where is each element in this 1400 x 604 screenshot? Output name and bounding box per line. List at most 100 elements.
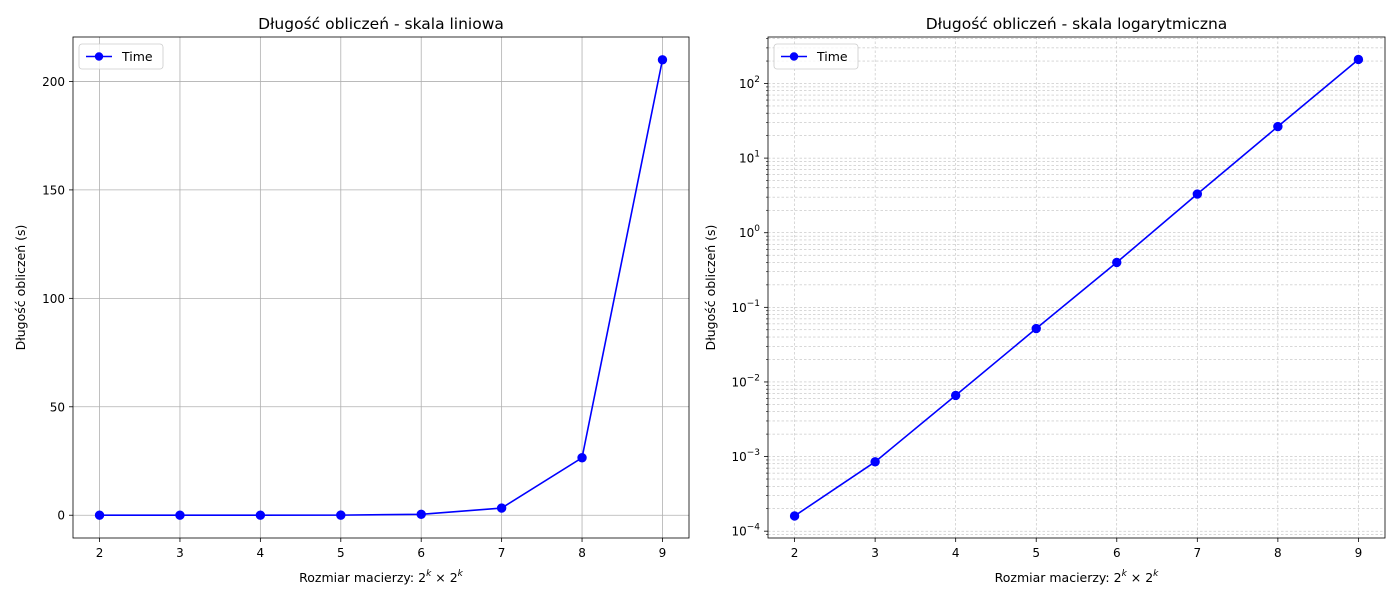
data-point	[175, 510, 185, 520]
data-point	[496, 503, 507, 513]
x-axis-label-exponent: k	[458, 569, 464, 579]
data-point	[1353, 54, 1364, 65]
x-tick-label: 6	[1113, 546, 1121, 560]
grid	[766, 37, 1385, 538]
series-time	[789, 54, 1364, 521]
legend-marker	[94, 52, 104, 61]
y-tick-label: 10−4	[731, 523, 760, 539]
x-tick-label: 4	[952, 546, 960, 560]
y-tick-label-exponent: −4	[747, 523, 761, 533]
y-tick-label-exponent: −2	[747, 373, 760, 383]
data-point	[336, 510, 346, 520]
y-axis-label: Długość obliczeń (s)	[13, 225, 28, 351]
y-tick-label-exponent: 1	[754, 150, 760, 160]
x-axis-label-text: Rozmiar macierzy:	[995, 570, 1114, 585]
series-line	[794, 58, 1359, 517]
x-tick-label: 5	[1032, 546, 1040, 560]
y-tick-label: 0	[57, 509, 65, 523]
y-axis-label: Długość obliczeń (s)	[703, 225, 718, 351]
x-axis-label: Rozmiar macierzy: 2k × 2k	[995, 569, 1160, 585]
y-tick-label-base: 10	[739, 226, 754, 240]
legend-box	[78, 43, 164, 70]
data-point	[789, 511, 800, 521]
x-tick-label: 3	[176, 546, 184, 560]
data-point	[94, 510, 105, 520]
data-point	[577, 453, 587, 463]
series-line	[99, 59, 664, 517]
x-axis-ticks: 2 3 4 5 6 7 8 9	[96, 538, 667, 560]
y-tick-label: 150	[42, 183, 65, 197]
y-tick-label-exponent: −3	[747, 448, 760, 458]
y-tick-label-exponent: 0	[754, 224, 760, 234]
data-point	[255, 510, 266, 520]
x-axis-ticks: 2 3 4 5 6 7 8 9	[791, 538, 1362, 560]
data-point	[416, 509, 426, 520]
y-tick-label-exponent: 2	[754, 75, 760, 85]
y-tick-label-base: 10	[731, 450, 746, 464]
x-tick-label: 9	[1355, 546, 1363, 560]
y-axis-ticks: 0 50 100 150 200	[42, 75, 73, 523]
data-point	[1192, 189, 1203, 199]
legend-label: Time	[121, 49, 153, 64]
y-tick-label: 10−2	[731, 373, 760, 389]
y-tick-label-base: 10	[731, 525, 746, 539]
x-axis-label: Rozmiar macierzy: 2k × 2k	[299, 569, 464, 585]
legend-box	[773, 43, 859, 70]
y-tick-label: 100	[42, 292, 65, 306]
x-tick-label: 2	[96, 546, 104, 560]
legend-label: Time	[816, 49, 848, 64]
x-tick-label: 5	[337, 546, 345, 560]
grid	[73, 37, 689, 538]
chart-linear: 2 3 4 5 6 7 8 9 0 50 100 150 200 Długość obliczeń - s…	[13, 15, 690, 585]
x-axis-label-exponent: k	[1122, 569, 1128, 579]
data-point	[1273, 121, 1283, 132]
x-tick-label: 7	[498, 546, 506, 560]
y-tick-label: 102	[739, 75, 760, 91]
x-axis-label-base: 2	[1114, 570, 1122, 585]
y-tick-label: 10−3	[731, 448, 760, 464]
axes-frame	[72, 36, 690, 539]
x-axis-label-base: 2	[450, 570, 458, 585]
y-tick-label-base: 10	[739, 77, 754, 91]
x-axis-label-exponent: k	[426, 569, 432, 579]
y-tick-label-exponent: −1	[747, 299, 760, 309]
y-tick-label: 10−1	[731, 299, 760, 315]
y-tick-label-base: 10	[739, 152, 754, 166]
chart-title: Długość obliczeń - skala logarytmiczna	[926, 15, 1228, 33]
x-tick-label: 8	[1274, 546, 1282, 560]
x-axis-label-times: ×	[431, 570, 449, 585]
y-tick-label: 50	[50, 400, 65, 414]
axes-frame	[767, 36, 1386, 539]
x-tick-label: 6	[417, 546, 425, 560]
data-point	[1112, 257, 1122, 268]
x-tick-label: 9	[659, 546, 667, 560]
legend-marker	[789, 52, 799, 61]
legend: Time	[78, 43, 164, 70]
y-tick-label: 200	[42, 75, 65, 89]
x-tick-label: 3	[871, 546, 879, 560]
x-axis-label-text: Rozmiar macierzy:	[299, 570, 418, 585]
x-tick-label: 7	[1194, 546, 1202, 560]
y-tick-label-base: 10	[731, 301, 746, 315]
y-tick-label-base: 10	[731, 375, 746, 389]
chart-title: Długość obliczeń - skala liniowa	[258, 15, 504, 33]
y-tick-label: 101	[739, 150, 760, 166]
series-time	[94, 55, 668, 520]
x-tick-label: 4	[257, 546, 265, 560]
x-axis-label-times: ×	[1127, 570, 1145, 585]
data-point	[870, 457, 880, 467]
y-tick-label: 100	[739, 224, 760, 240]
data-point	[950, 390, 961, 401]
x-tick-label: 8	[578, 546, 586, 560]
chart-log: 2 3 4 5 6 7 8 910−410−310−210−1100101102Długość…	[703, 15, 1386, 585]
x-tick-label: 2	[791, 546, 799, 560]
x-axis-label-base: 2	[418, 570, 426, 585]
data-point	[1031, 323, 1041, 334]
x-axis-label-base: 2	[1145, 570, 1153, 585]
legend: Time	[773, 43, 859, 70]
data-point	[657, 55, 668, 65]
x-axis-label-exponent: k	[1153, 569, 1159, 579]
